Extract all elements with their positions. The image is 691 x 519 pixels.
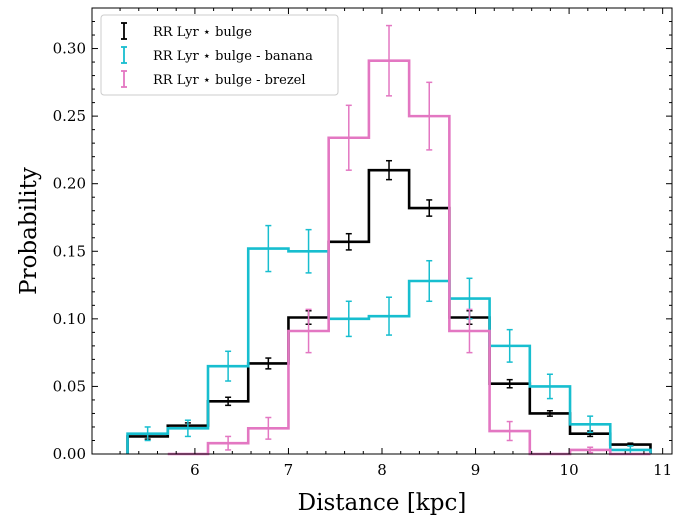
legend-entries: RR Lyr ⋆ bulge RR Lyr ⋆ bulge - banana RR … [121, 22, 313, 88]
legend-entry: RR Lyr ⋆ bulge [121, 22, 252, 40]
legend: RR Lyr ⋆ bulge RR Lyr ⋆ bulge - banana RR … [100, 14, 339, 96]
y-tick-label: 0.30 [53, 40, 86, 58]
legend-label: RR Lyr ⋆ bulge - brezel [153, 73, 306, 88]
legend-entry: RR Lyr ⋆ bulge - banana [121, 46, 313, 64]
error-bar [265, 416, 272, 440]
x-tick-label: 7 [284, 461, 294, 479]
error-bar [345, 104, 352, 171]
ticks-layer: 6 7 8 9 10 11 0.00 0.05 0.10 0.15 0.20 0.25 0.30 [53, 8, 672, 479]
error-bar [265, 224, 272, 273]
error-bar [345, 300, 352, 338]
x-tick-label: 9 [471, 461, 481, 479]
y-axis-label: Probability [16, 167, 42, 295]
error-bar [426, 81, 433, 151]
error-bar [587, 415, 594, 434]
error-bar [546, 373, 553, 400]
error-bar [265, 357, 272, 370]
y-tick-label: 0.25 [53, 107, 86, 125]
error-bar [546, 410, 553, 417]
error-bar [225, 396, 232, 407]
y-tick-label: 0.05 [53, 377, 86, 395]
error-bar [426, 199, 433, 217]
error-bar [466, 308, 473, 354]
error-bar [225, 350, 232, 382]
error-bar [225, 435, 232, 451]
x-tick-label: 6 [190, 461, 200, 479]
series-2-step-line [167, 59, 651, 456]
error-bar [386, 159, 393, 181]
series-1-step-line [126, 247, 652, 454]
legend-label: RR Lyr ⋆ bulge - banana [153, 49, 313, 64]
error-bar [386, 296, 393, 336]
series-layer [126, 24, 652, 456]
y-tick-label: 0.00 [53, 445, 86, 463]
error-bar [426, 259, 433, 303]
error-bar [144, 426, 151, 442]
error-bar [506, 328, 513, 363]
series-1 [126, 224, 652, 455]
legend-label: RR Lyr ⋆ bulge [153, 25, 252, 40]
x-tick-label: 11 [653, 461, 672, 479]
legend-box [100, 14, 339, 96]
y-tick-label: 0.10 [53, 310, 86, 328]
error-bar [305, 228, 312, 274]
error-bar [506, 420, 513, 442]
y-tick-label: 0.20 [53, 175, 86, 193]
error-bar [305, 308, 312, 354]
error-bar [345, 232, 352, 251]
error-bar [506, 378, 513, 389]
x-tick-label: 8 [377, 461, 387, 479]
legend-entry: RR Lyr ⋆ bulge - brezel [121, 70, 306, 88]
y-tick-label: 0.15 [53, 242, 86, 260]
x-tick-label: 10 [560, 461, 579, 479]
error-bar [184, 419, 191, 438]
series-2 [167, 24, 651, 456]
x-axis-label: Distance [kpc] [298, 490, 467, 516]
error-bar [386, 24, 393, 97]
